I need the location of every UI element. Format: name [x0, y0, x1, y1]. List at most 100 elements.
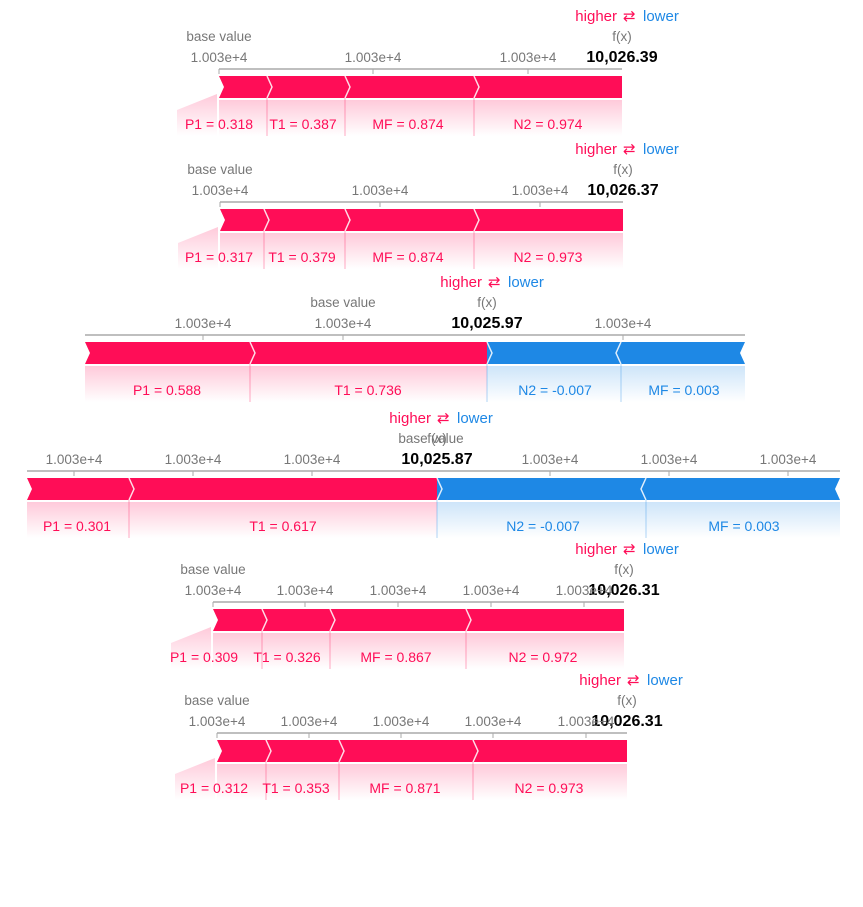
fx-value: 10,025.97	[451, 315, 522, 332]
label-region	[267, 100, 345, 136]
force-bar-segment	[266, 740, 344, 762]
tick-label: 1.003e+4	[175, 316, 232, 331]
base-value-label: base value	[184, 693, 249, 708]
label-region	[345, 100, 474, 136]
fx-value: 10,026.37	[587, 182, 658, 199]
fx-label: f(x)	[477, 295, 497, 310]
base-value-label: base value	[398, 431, 463, 446]
label-region	[474, 233, 623, 269]
feature-label: MF = 0.874	[372, 116, 443, 132]
segment-divider	[640, 477, 647, 501]
tick-label: 1.003e+4	[189, 714, 246, 729]
legend-lower-label: lower	[643, 8, 679, 25]
base-offset-wedge	[171, 627, 211, 669]
tick-label: 1.003e+4	[370, 583, 427, 598]
force-bar-segment	[466, 609, 624, 631]
base-offset-wedge	[175, 758, 215, 800]
legend-lower-label: lower	[643, 141, 679, 158]
force-plot-3: higher ⇄ lower base value f(x) 10,025.97 1.003…	[85, 274, 745, 402]
tick-label: 1.003e+4	[760, 452, 817, 467]
tick-label: 1.003e+4	[315, 316, 372, 331]
legend-lower-label: lower	[508, 274, 544, 291]
feature-label: P1 = 0.301	[43, 518, 111, 534]
fx-value: 10,026.39	[586, 49, 657, 66]
fx-value: 10,025.87	[401, 451, 472, 468]
tick-label: 1.003e+4	[512, 183, 569, 198]
legend-lower-label: lower	[457, 410, 493, 427]
label-region	[266, 764, 339, 800]
label-region	[621, 366, 745, 402]
segment-divider	[344, 208, 351, 232]
tick-label: 1.003e+4	[192, 183, 249, 198]
label-region	[487, 366, 621, 402]
fx-value: 10,026.31	[588, 582, 659, 599]
base-value-label: base value	[186, 29, 251, 44]
tick-label: 1.003e+4	[185, 583, 242, 598]
legend-higher-label: higher	[440, 274, 482, 291]
feature-label: N2 = -0.007	[506, 518, 580, 534]
feature-label: T1 = 0.353	[262, 780, 330, 796]
label-region	[85, 366, 250, 402]
label-region	[345, 233, 474, 269]
label-region	[220, 233, 264, 269]
force-bar-segment	[339, 740, 478, 762]
label-region	[339, 764, 473, 800]
force-bar-segment	[220, 209, 269, 231]
force-bar-segment	[616, 342, 745, 364]
label-region	[473, 764, 627, 800]
label-region	[219, 100, 267, 136]
force-bar-segment	[27, 478, 134, 500]
tick-label: 1.003e+4	[191, 50, 248, 65]
legend-higher-label: higher	[389, 410, 431, 427]
legend-arrows-icon: ⇄	[623, 541, 636, 558]
legend-arrows-icon: ⇄	[437, 410, 450, 427]
tick-label: 1.003e+4	[558, 714, 615, 729]
legend-higher-label: higher	[575, 8, 617, 25]
label-region	[217, 764, 266, 800]
tick-label: 1.003e+4	[165, 452, 222, 467]
tick-label: 1.003e+4	[46, 452, 103, 467]
feature-label: MF = 0.867	[360, 649, 431, 665]
segment-divider	[436, 477, 443, 501]
feature-label: T1 = 0.617	[249, 518, 317, 534]
legend-arrows-icon: ⇄	[488, 274, 501, 291]
force-bar-segment	[219, 76, 272, 98]
tick-label: 1.003e+4	[500, 50, 557, 65]
label-region	[466, 633, 624, 669]
segment-divider	[465, 608, 472, 632]
force-bar-segment	[474, 209, 623, 231]
feature-label: N2 = 0.973	[515, 780, 584, 796]
feature-label: MF = 0.871	[369, 780, 440, 796]
tick-label: 1.003e+4	[373, 714, 430, 729]
force-bar-segment	[641, 478, 840, 500]
segment-divider	[615, 341, 622, 365]
force-bar-segment	[264, 209, 350, 231]
segment-divider	[128, 477, 135, 501]
legend-higher-label: higher	[579, 672, 621, 689]
fx-label: f(x)	[612, 29, 632, 44]
feature-label: T1 = 0.379	[268, 249, 336, 265]
tick-label: 1.003e+4	[281, 714, 338, 729]
segment-divider	[266, 75, 273, 99]
legend-arrows-icon: ⇄	[623, 141, 636, 158]
feature-label: T1 = 0.387	[269, 116, 337, 132]
label-region	[474, 100, 622, 136]
force-bar-segment	[345, 209, 479, 231]
label-region	[250, 366, 487, 402]
segment-divider	[329, 608, 336, 632]
feature-label: P1 = 0.588	[133, 382, 201, 398]
segment-divider	[263, 208, 270, 232]
force-bar-segment	[250, 342, 492, 364]
tick-label: 1.003e+4	[277, 583, 334, 598]
legend-higher-label: higher	[575, 541, 617, 558]
segment-divider	[249, 341, 256, 365]
segment-divider	[473, 208, 480, 232]
force-bar-segment	[267, 76, 350, 98]
force-bar-segment	[213, 609, 267, 631]
fx-label: f(x)	[617, 693, 637, 708]
tick-label: 1.003e+4	[522, 452, 579, 467]
tick-label: 1.003e+4	[641, 452, 698, 467]
label-region	[27, 502, 129, 538]
feature-label: T1 = 0.326	[253, 649, 321, 665]
